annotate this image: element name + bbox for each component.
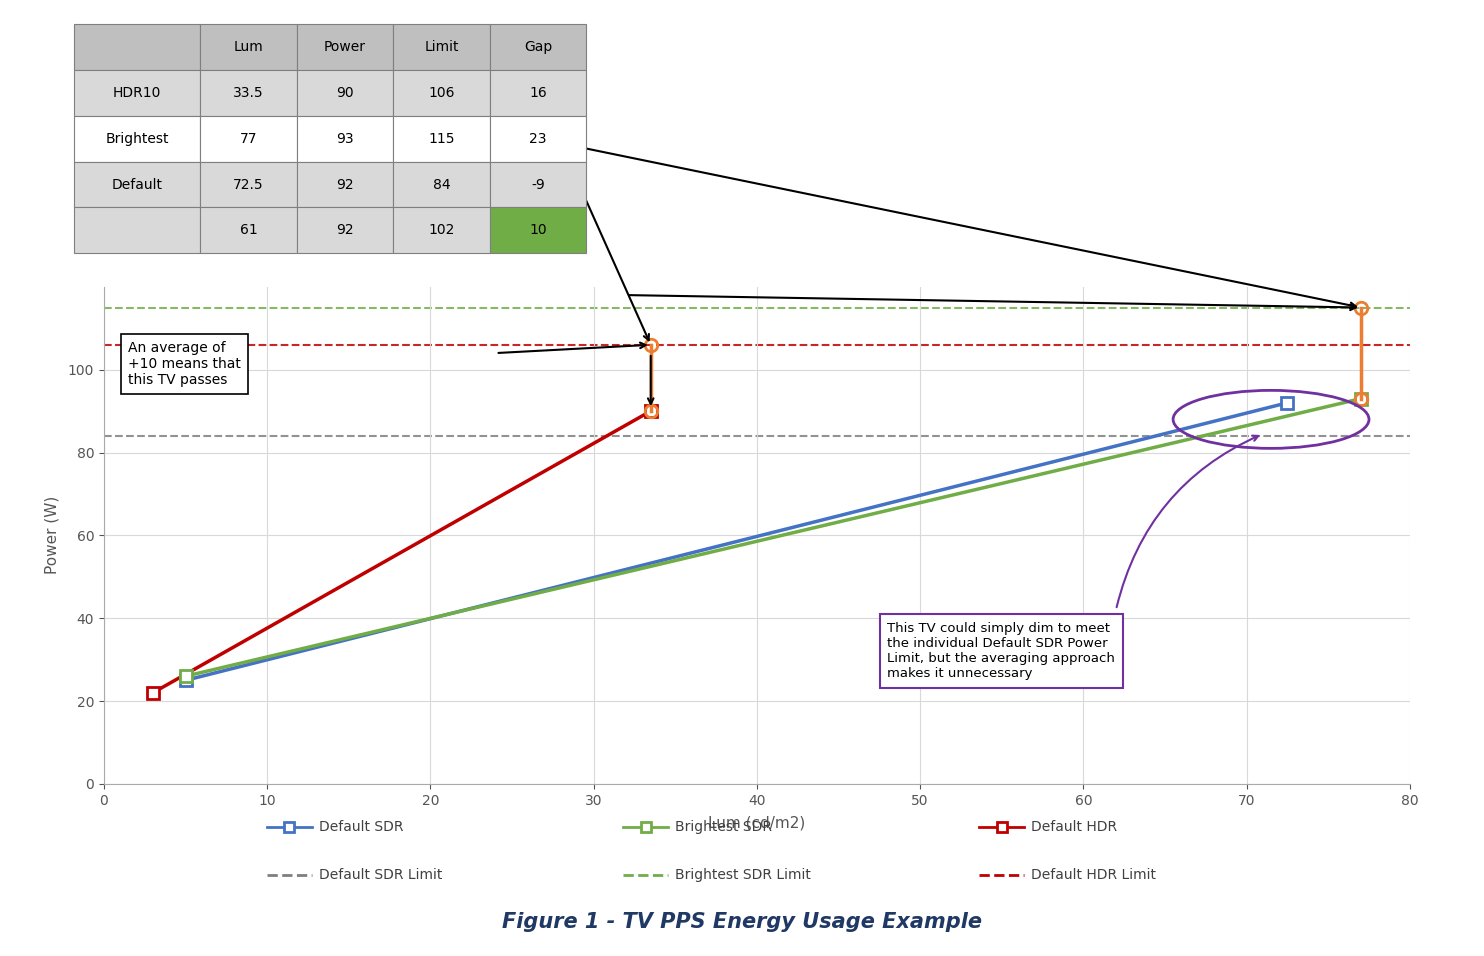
Text: Brightest SDR Limit: Brightest SDR Limit xyxy=(675,868,812,881)
Text: 90: 90 xyxy=(337,86,353,99)
Text: 61: 61 xyxy=(240,224,257,237)
Text: 93: 93 xyxy=(337,132,353,145)
Text: 84: 84 xyxy=(433,178,450,191)
Text: Limit: Limit xyxy=(424,40,459,54)
Text: 77: 77 xyxy=(240,132,257,145)
Text: 92: 92 xyxy=(337,178,353,191)
Text: -9: -9 xyxy=(531,178,545,191)
Text: Figure 1 - TV PPS Energy Usage Example: Figure 1 - TV PPS Energy Usage Example xyxy=(502,912,982,932)
Text: Brightest: Brightest xyxy=(105,132,169,145)
Text: Default SDR: Default SDR xyxy=(319,820,404,834)
Text: Default: Default xyxy=(111,178,163,191)
Text: An average of
+10 means that
this TV passes: An average of +10 means that this TV pas… xyxy=(129,340,242,387)
Y-axis label: Power (W): Power (W) xyxy=(45,496,59,575)
Text: 16: 16 xyxy=(530,86,546,99)
Text: Default HDR Limit: Default HDR Limit xyxy=(1031,868,1156,881)
Text: Power: Power xyxy=(324,40,367,54)
Text: 33.5: 33.5 xyxy=(233,86,264,99)
Text: 106: 106 xyxy=(429,86,454,99)
Text: 23: 23 xyxy=(530,132,546,145)
Text: 102: 102 xyxy=(429,224,454,237)
Text: Gap: Gap xyxy=(524,40,552,54)
Text: This TV could simply dim to meet
the individual Default SDR Power
Limit, but the: This TV could simply dim to meet the ind… xyxy=(887,622,1116,681)
Text: 10: 10 xyxy=(530,224,546,237)
Text: Default SDR Limit: Default SDR Limit xyxy=(319,868,442,881)
Text: 115: 115 xyxy=(429,132,454,145)
Text: 92: 92 xyxy=(337,224,353,237)
Text: Brightest SDR: Brightest SDR xyxy=(675,820,772,834)
Text: 72.5: 72.5 xyxy=(233,178,264,191)
Text: Default HDR: Default HDR xyxy=(1031,820,1117,834)
Text: Lum: Lum xyxy=(233,40,264,54)
Text: HDR10: HDR10 xyxy=(113,86,162,99)
X-axis label: Lum (cd/m2): Lum (cd/m2) xyxy=(708,816,806,831)
